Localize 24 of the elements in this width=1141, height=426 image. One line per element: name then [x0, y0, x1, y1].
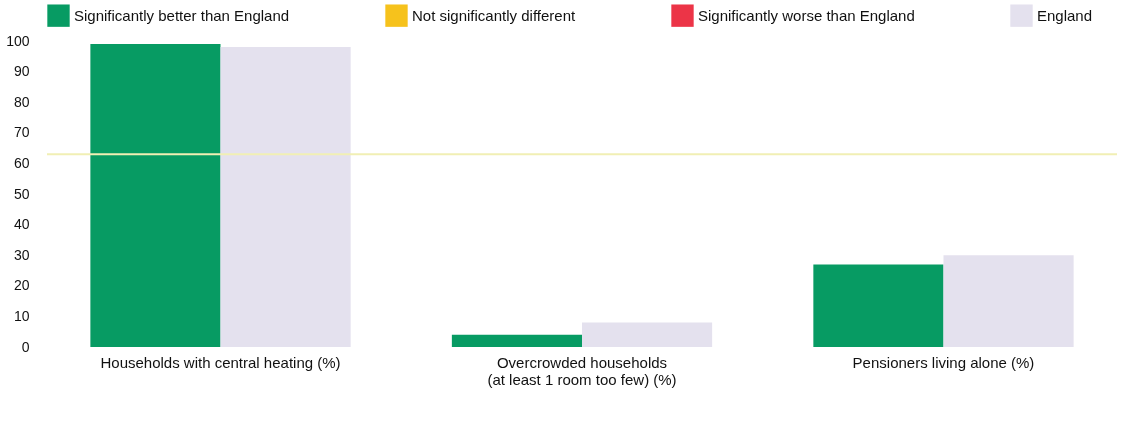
- legend-label: Not significantly different: [412, 6, 576, 24]
- bar: [451, 334, 582, 347]
- y-tick-label: 80: [13, 93, 30, 110]
- x-tick-label: Households with central heating (%): [100, 353, 341, 371]
- bar: [90, 44, 221, 347]
- bar: [582, 322, 713, 347]
- y-tick-label: 20: [13, 277, 30, 294]
- y-tick-label: 30: [13, 246, 30, 263]
- y-tick-label: 10: [13, 307, 30, 324]
- y-tick-label: 40: [13, 216, 30, 233]
- y-tick-label: 50: [13, 185, 30, 202]
- y-tick-label: 0: [21, 338, 30, 355]
- y-tick-label: 60: [13, 154, 30, 171]
- y-tick-label: 70: [13, 124, 30, 141]
- legend-label: Significantly worse than England: [698, 6, 915, 24]
- legend-label: England: [1037, 6, 1093, 24]
- bar: [813, 264, 944, 347]
- y-tick-label: 90: [13, 63, 30, 80]
- legend-label: Significantly better than England: [74, 6, 290, 24]
- bar: [220, 47, 351, 347]
- x-tick-label: Pensioners living alone (%): [852, 353, 1035, 371]
- x-tick-label: Overcrowded households (at least 1 room too few) (%): [487, 353, 677, 388]
- bar: [943, 255, 1074, 347]
- y-tick-label: 100: [6, 32, 30, 49]
